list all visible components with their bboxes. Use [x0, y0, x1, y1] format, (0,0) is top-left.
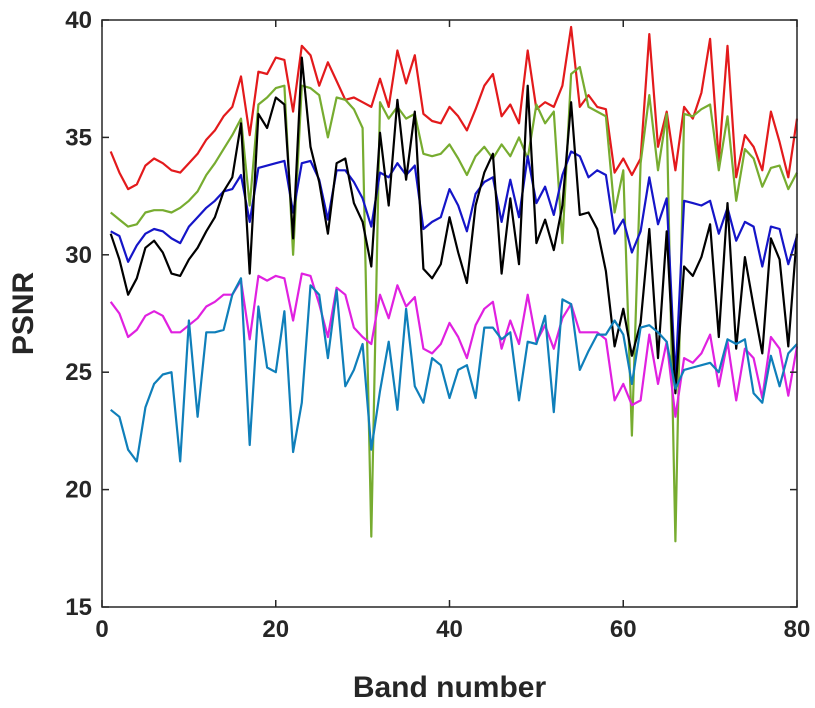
- series-layer: [109, 25, 799, 543]
- series-line-4: [109, 56, 799, 395]
- y-axis-label: PSNR: [7, 271, 40, 355]
- y-tick-label: 30: [65, 242, 92, 269]
- x-axis-label: Band number: [353, 671, 547, 704]
- x-tick-label: 20: [262, 616, 289, 643]
- y-tick-label: 40: [65, 7, 92, 34]
- series-line-1: [109, 25, 799, 191]
- y-tick-label: 15: [65, 594, 92, 621]
- ticks: 0 20 40 60 80 15 20 25 30 35 40: [65, 7, 810, 643]
- y-tick-label: 25: [65, 359, 92, 386]
- series-line-3: [110, 150, 799, 381]
- y-tick-label: 20: [65, 477, 92, 504]
- series-line-6: [110, 277, 798, 463]
- x-tick-label: 0: [95, 616, 108, 643]
- x-tick-label: 60: [610, 616, 637, 643]
- series-line-5: [109, 272, 799, 418]
- x-tick-label: 80: [784, 616, 811, 643]
- y-tick-label: 35: [65, 124, 92, 151]
- x-tick-label: 40: [436, 616, 463, 643]
- series-line-2: [110, 65, 798, 543]
